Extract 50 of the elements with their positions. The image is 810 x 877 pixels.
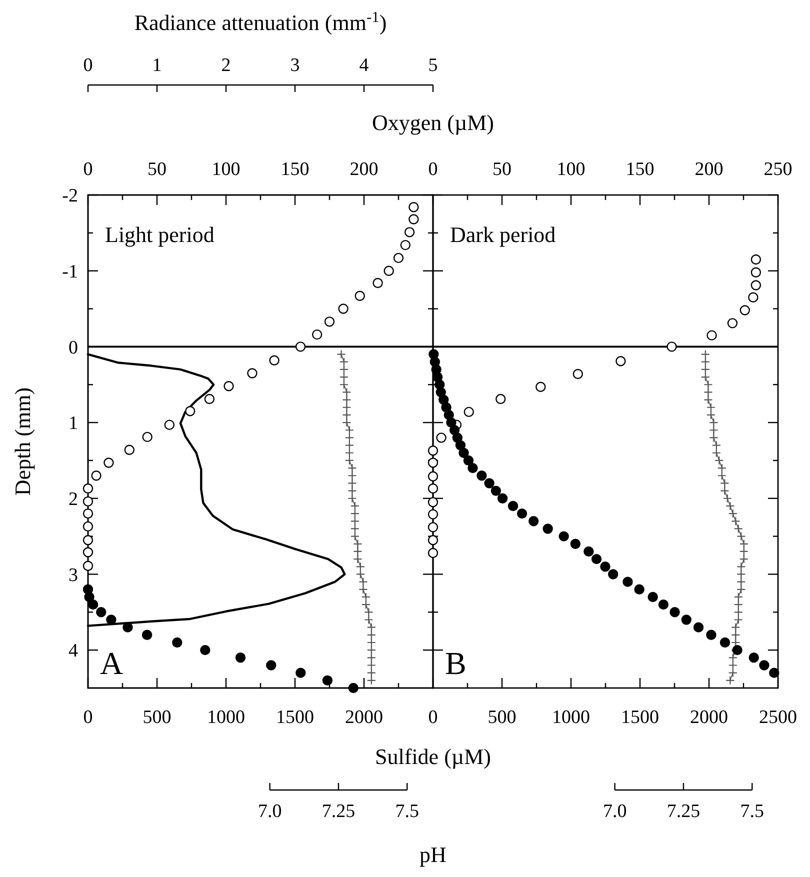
y-tick-label: 2 — [68, 489, 78, 510]
x-axis-title: Radiance attenuation (mm$^{-1}$) — [134, 8, 387, 35]
annotation: B — [445, 645, 466, 681]
y-tick-label: 0 — [68, 337, 78, 358]
x-tick-label: 2000 — [690, 707, 728, 728]
x-tick-label: 7.25 — [666, 801, 700, 822]
x2-tick-label: 50 — [492, 159, 512, 180]
x2-tick-label: 100 — [212, 159, 240, 180]
x-tick-label: 4 — [359, 55, 370, 76]
x-tick-label: 5 — [428, 55, 438, 76]
x-tick-label: 3 — [290, 55, 300, 76]
annotation: Light period — [105, 222, 214, 247]
y-tick-label: -2 — [62, 186, 78, 207]
x-axis-title: Sulfide (µM) — [375, 744, 491, 769]
x2-tick-label: 150 — [626, 159, 654, 180]
x-tick-label: 7.25 — [322, 801, 356, 822]
y-axis-title: Depth (mm) — [10, 387, 35, 496]
x2-tick-label: 200 — [694, 159, 724, 180]
x2-tick-label: 50 — [148, 159, 166, 180]
x-tick-label: 1 — [152, 55, 162, 76]
x-tick-label: 7.5 — [395, 801, 419, 822]
x2-tick-label: 0 — [428, 159, 438, 180]
x-tick-label: 0 — [83, 707, 93, 728]
x-tick-label: 1500 — [276, 707, 314, 728]
x-axis-title: pH — [420, 842, 447, 867]
x-tick-label: 0 — [83, 55, 93, 76]
annotation: Dark period — [450, 222, 556, 247]
x-tick-label: 2500 — [759, 707, 797, 728]
y-tick-label: -1 — [62, 261, 78, 282]
x-tick-label: 1000 — [207, 707, 245, 728]
y-tick-label: 1 — [68, 413, 78, 434]
x2-tick-label: 100 — [556, 159, 586, 180]
x2-tick-label: 0 — [83, 159, 93, 180]
x-tick-label: 500 — [488, 707, 516, 728]
x2-tick-label: 200 — [350, 159, 378, 180]
x2-tick-label: 250 — [764, 159, 792, 180]
x-tick-label: 7.0 — [602, 801, 627, 822]
x2-tick-label: 150 — [280, 159, 310, 180]
x-tick-label: 1000 — [552, 707, 590, 728]
x-tick-label: 2000 — [345, 707, 383, 728]
y-tick-label: 3 — [68, 564, 78, 586]
x-tick-label: 7.0 — [258, 801, 282, 822]
x2-axis-title: Oxygen (µM) — [372, 110, 494, 135]
x-tick-label: 2 — [221, 55, 231, 76]
x-tick-label: 7.5 — [740, 801, 764, 822]
x-tick-label: 0 — [428, 707, 438, 728]
x-tick-label: 1500 — [621, 707, 659, 728]
x-tick-label: 500 — [142, 707, 172, 728]
annotation: A — [100, 645, 124, 681]
y-tick-label: 4 — [68, 640, 78, 662]
